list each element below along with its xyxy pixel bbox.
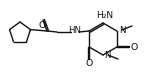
Text: O: O bbox=[130, 42, 138, 51]
Text: N: N bbox=[104, 50, 111, 60]
Text: N: N bbox=[119, 25, 125, 35]
Text: H₂N: H₂N bbox=[97, 11, 114, 20]
Text: O: O bbox=[38, 21, 46, 29]
Text: O: O bbox=[86, 60, 93, 68]
Text: HN: HN bbox=[68, 25, 81, 35]
